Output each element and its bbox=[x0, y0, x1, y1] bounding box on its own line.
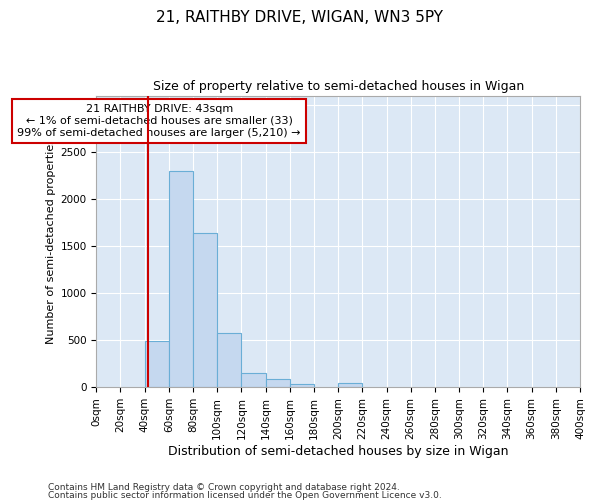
Bar bbox=[193, 233, 217, 387]
Bar bbox=[145, 341, 169, 387]
Bar bbox=[217, 332, 241, 387]
Bar bbox=[338, 384, 362, 387]
Bar bbox=[290, 384, 314, 387]
Y-axis label: Number of semi-detached properties: Number of semi-detached properties bbox=[46, 138, 56, 344]
Text: 21 RAITHBY DRIVE: 43sqm
← 1% of semi-detached houses are smaller (33)
99% of sem: 21 RAITHBY DRIVE: 43sqm ← 1% of semi-det… bbox=[17, 104, 301, 138]
Text: Contains HM Land Registry data © Crown copyright and database right 2024.: Contains HM Land Registry data © Crown c… bbox=[48, 484, 400, 492]
Title: Size of property relative to semi-detached houses in Wigan: Size of property relative to semi-detach… bbox=[152, 80, 524, 93]
Bar bbox=[241, 373, 266, 387]
Bar bbox=[266, 379, 290, 387]
Text: 21, RAITHBY DRIVE, WIGAN, WN3 5PY: 21, RAITHBY DRIVE, WIGAN, WN3 5PY bbox=[157, 10, 443, 25]
Text: Contains public sector information licensed under the Open Government Licence v3: Contains public sector information licen… bbox=[48, 490, 442, 500]
Bar bbox=[169, 171, 193, 387]
X-axis label: Distribution of semi-detached houses by size in Wigan: Distribution of semi-detached houses by … bbox=[168, 444, 508, 458]
